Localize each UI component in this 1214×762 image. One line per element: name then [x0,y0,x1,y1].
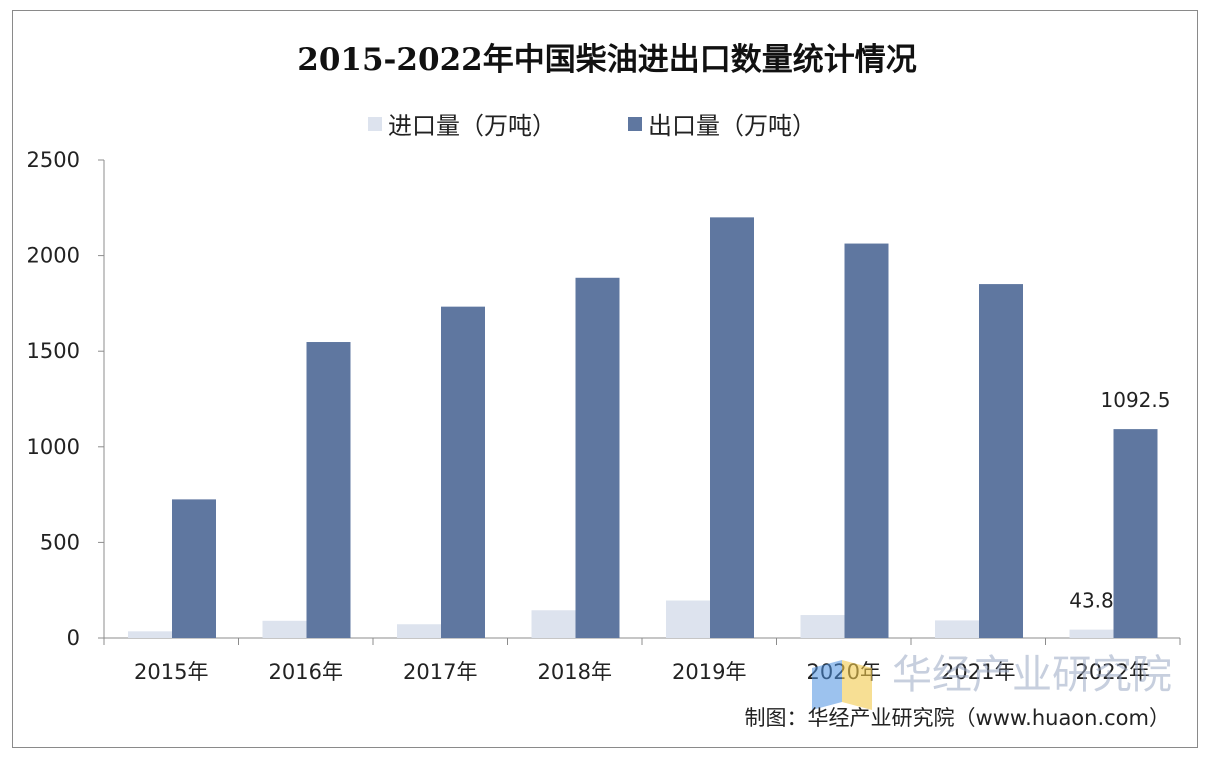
y-tick-label: 1000 [27,435,80,459]
bar-import [128,631,172,638]
watermark: 华经产业研究院 [812,652,1172,710]
watermark-text: 华经产业研究院 [892,652,1172,698]
y-tick-label: 2000 [27,244,80,268]
huajing-logo-icon [812,660,872,710]
x-tick-label: 2022年 [1076,660,1150,684]
bar-import [397,624,441,638]
source-note: 制图：华经产业研究院（www.huaon.com） [745,706,1170,730]
bar-export [441,306,485,638]
x-tick-label: 2015年 [134,660,208,684]
bar-export [979,284,1023,638]
bar-import [262,620,307,638]
y-tick-label: 0 [67,626,80,650]
x-tick-label: 2016年 [269,660,343,684]
bar-import [531,610,576,638]
bar-export [306,342,351,638]
y-tick-label: 2500 [27,148,80,172]
bar-export [844,243,889,639]
data-labels: 43.8 1092.5 [1069,388,1170,613]
x-tick-label: 2021年 [941,660,1015,684]
data-label: 43.8 [1069,589,1114,613]
legend: 进口量（万吨） 出口量（万吨） [368,112,816,140]
legend-swatch-export [628,117,642,131]
x-tick-label: 2017年 [403,660,477,684]
legend-label-export: 出口量（万吨） [648,112,816,140]
bar-import [935,620,979,638]
bar-import [800,615,845,638]
bar-import [1069,629,1114,638]
y-tick-label: 1500 [27,339,80,363]
bar-export [172,499,216,638]
bar-import [666,600,710,638]
bar-export [575,277,620,638]
y-tick-label: 500 [40,530,80,554]
chart-title: 2015-2022年中国柴油进出口数量统计情况 [297,42,916,78]
x-tick-label: 2018年 [538,660,612,684]
data-label: 1092.5 [1101,388,1171,412]
bar-export [1113,429,1158,638]
bars [128,217,1158,639]
x-tick-label: 2019年 [672,660,746,684]
axes: 0 500 1000 1500 2000 2500 2015年 2016年 2017年 2018年… [27,148,1181,684]
legend-label-import: 进口量（万吨） [388,112,556,140]
bar-export [710,217,754,639]
legend-swatch-import [368,117,382,131]
